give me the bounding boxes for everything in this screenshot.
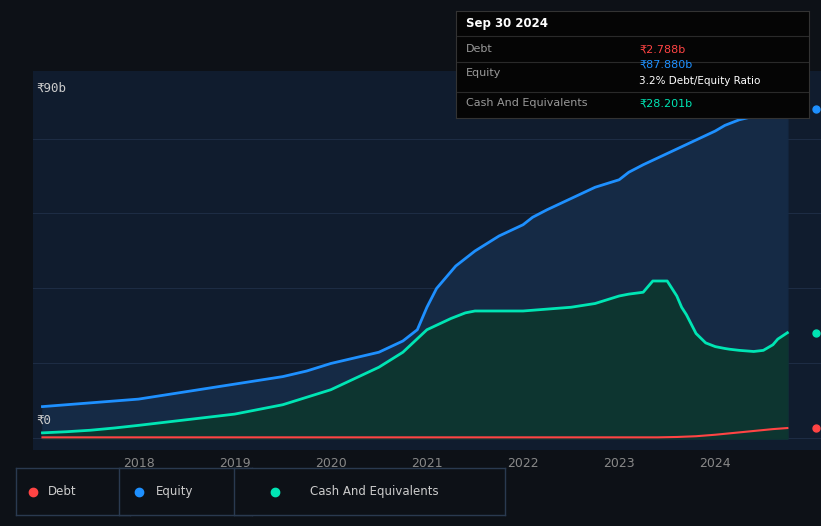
Text: Sep 30 2024: Sep 30 2024 <box>466 17 548 30</box>
Text: Equity: Equity <box>466 68 502 78</box>
Text: Cash And Equivalents: Cash And Equivalents <box>310 485 438 498</box>
Text: ₹0: ₹0 <box>37 414 52 427</box>
Text: Equity: Equity <box>156 485 194 498</box>
Text: ₹90b: ₹90b <box>37 83 67 95</box>
Text: Debt: Debt <box>466 44 493 54</box>
Point <box>810 424 821 432</box>
Point <box>810 329 821 337</box>
Text: ₹87.880b: ₹87.880b <box>640 59 692 69</box>
Point <box>810 105 821 113</box>
Text: Cash And Equivalents: Cash And Equivalents <box>466 98 588 108</box>
Text: Debt: Debt <box>48 485 77 498</box>
Text: ₹2.788b: ₹2.788b <box>640 44 686 54</box>
Text: 3.2% Debt/Equity Ratio: 3.2% Debt/Equity Ratio <box>640 76 760 86</box>
Text: ₹28.201b: ₹28.201b <box>640 98 692 108</box>
